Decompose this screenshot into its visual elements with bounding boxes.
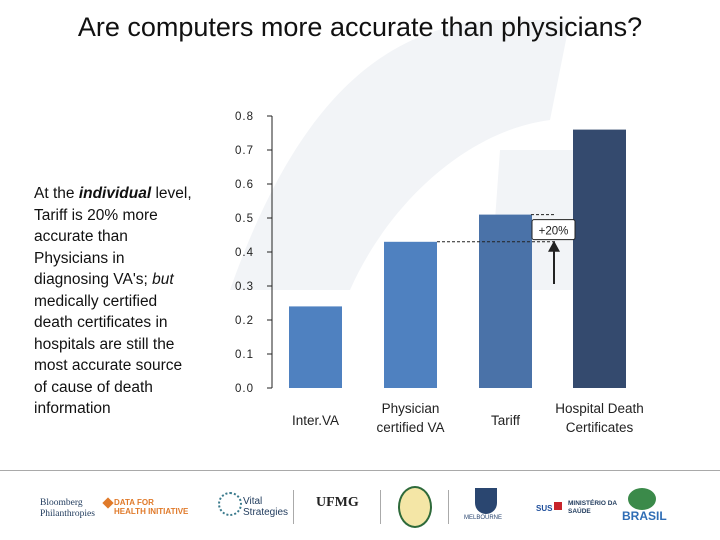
description-emphasis-but: but	[152, 271, 174, 288]
logo-text: SAÚDE	[568, 507, 591, 515]
bar	[573, 129, 626, 388]
ufmg-divider-left	[293, 490, 294, 524]
y-tick-label: 0.1	[235, 349, 254, 361]
x-category-label: Tariff	[491, 413, 520, 428]
brasil-globe-icon	[628, 488, 656, 510]
logo-text: Strategies	[243, 507, 289, 518]
divider-2	[448, 490, 449, 524]
description-emphasis-individual: individual	[78, 185, 152, 202]
bar	[479, 214, 532, 388]
logo-sus: SUS	[536, 504, 552, 513]
y-tick-label: 0.8	[235, 111, 254, 123]
footer-logos: Bloomberg Philanthropies DATA FOR HEALTH IN…	[0, 478, 720, 538]
logo-ministerio-saude: MINISTÉRIO DA SAÚDE	[568, 500, 617, 515]
annotation-box	[531, 219, 576, 241]
y-tick-label: 0.7	[235, 145, 254, 157]
seal-icon	[398, 486, 432, 528]
logo-melbourne: MELBOURNE	[464, 515, 502, 522]
footer-divider	[0, 470, 720, 471]
logo-text: MELBOURNE	[464, 515, 503, 521]
x-category-label: Inter.VA	[292, 413, 339, 428]
logo-text: UFMG	[316, 495, 359, 510]
y-tick-label: 0.5	[235, 213, 254, 225]
logo-text: Vital	[243, 496, 263, 507]
bar-chart: 0.8 0.7 0.6 0.5 0.4 0.3 0.2 0.1 0.0 Inter.VA Physi…	[235, 111, 644, 435]
logo-text: Bloomberg	[40, 498, 83, 508]
logo-vital-strategies: Vital Strategies	[243, 496, 288, 518]
y-tick-label: 0.6	[235, 179, 254, 191]
logo-text: HEALTH INITIATIVE	[114, 507, 189, 516]
logo-bloomberg: Bloomberg Philanthropies	[40, 498, 95, 519]
page-title: Are computers more accurate than physici…	[77, 12, 643, 42]
logo-data-for-health: DATA FOR HEALTH INITIATIVE	[114, 498, 188, 516]
logo-brasil: BRASIL	[622, 510, 667, 523]
logo-text: Philanthropies	[40, 508, 95, 519]
ufmg-divider-right	[380, 490, 381, 524]
logo-text: SUS	[536, 504, 553, 513]
bar	[384, 241, 437, 388]
x-category-label: Hospital Death	[555, 401, 644, 416]
description-part-1: At the	[34, 185, 79, 202]
y-tick-label: 0.2	[235, 315, 254, 327]
logo-text: DATA FOR	[114, 498, 154, 507]
y-tick-label: 0.0	[235, 383, 254, 395]
y-tick-label: 0.4	[235, 247, 254, 259]
melbourne-shield-icon	[475, 488, 497, 514]
annotation-arrow-head	[548, 240, 560, 252]
x-category-label: certified VA	[376, 420, 444, 435]
logo-text: BRASIL	[622, 509, 667, 523]
bar	[289, 306, 342, 388]
logo-ufmg: UFMG	[316, 495, 359, 510]
annotation-label: +20%	[539, 226, 569, 238]
logo-text: MINISTÉRIO DA	[568, 500, 618, 507]
y-tick-label: 0.3	[235, 281, 254, 293]
vital-strategies-icon	[218, 492, 242, 516]
sus-cross-icon	[554, 502, 562, 510]
data-for-health-icon	[102, 497, 114, 509]
description-part-3: medically certified death certificates i…	[34, 292, 183, 418]
description-text: At the individual level, Tariff is 20% m…	[34, 183, 199, 420]
x-category-label: Certificates	[566, 420, 634, 435]
description-part-2: level, Tariff is 20% more accurate than …	[34, 185, 192, 288]
x-category-label: Physician	[382, 401, 440, 416]
